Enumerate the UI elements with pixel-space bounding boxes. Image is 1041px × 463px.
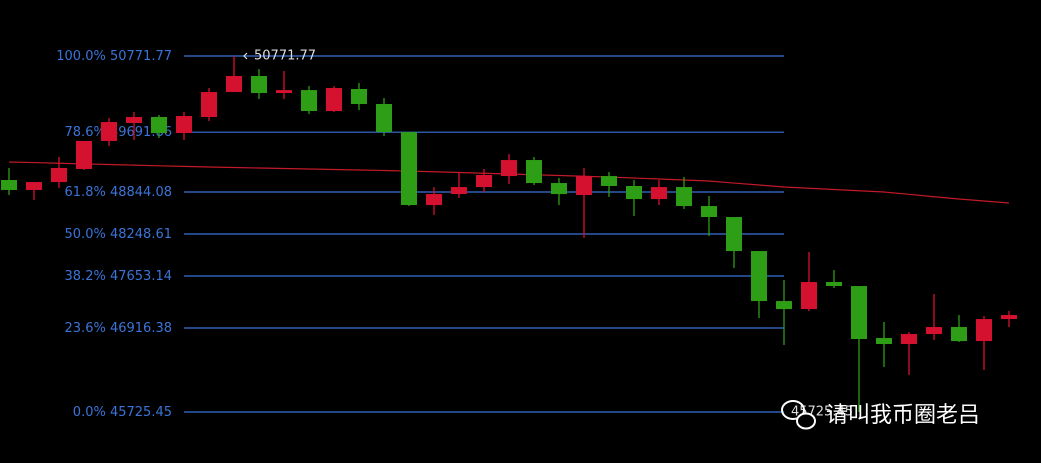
candle-body bbox=[801, 282, 817, 310]
fib-percent: 100.0% bbox=[56, 49, 106, 64]
candle-body bbox=[326, 88, 342, 112]
fib-percent: 38.2% bbox=[65, 269, 106, 284]
candle-body bbox=[1001, 315, 1017, 320]
fib-percent: 0.0% bbox=[73, 405, 106, 420]
candle-body bbox=[826, 282, 842, 287]
candle-body bbox=[176, 116, 192, 134]
candle-body bbox=[101, 122, 117, 141]
candle-body bbox=[526, 160, 542, 184]
candle-body bbox=[401, 132, 417, 206]
candle-body bbox=[601, 176, 617, 187]
candle-layer bbox=[1, 56, 1017, 412]
fib-percent: 50.0% bbox=[65, 227, 106, 242]
fib-label: 38.2% 47653.14 bbox=[65, 269, 172, 284]
candle-body bbox=[1, 180, 17, 191]
high-marker-label: 50771.77 bbox=[254, 49, 316, 64]
candle-body bbox=[376, 104, 392, 133]
candle-body bbox=[901, 334, 917, 345]
candle-body bbox=[26, 182, 42, 191]
fib-label: 0.0% 45725.45 bbox=[73, 405, 172, 420]
candle-body bbox=[751, 251, 767, 302]
candle-body bbox=[301, 90, 317, 112]
candle-body bbox=[951, 327, 967, 342]
wechat-icon bbox=[781, 400, 805, 420]
fib-price: 50771.77 bbox=[110, 49, 172, 64]
candle-body bbox=[276, 90, 292, 94]
candle-body bbox=[851, 286, 867, 340]
candle-body bbox=[76, 140, 92, 169]
marker-arrow bbox=[243, 52, 248, 60]
candle-body bbox=[451, 187, 467, 195]
fib-price: 48844.08 bbox=[110, 184, 172, 199]
candle-body bbox=[976, 319, 992, 342]
candle-body bbox=[701, 206, 717, 218]
candle-body bbox=[626, 186, 642, 200]
candle-body bbox=[776, 301, 792, 310]
candle-body bbox=[51, 168, 67, 183]
candle-body bbox=[926, 327, 942, 335]
candle-body bbox=[726, 217, 742, 252]
fib-label: 100.0% 50771.77 bbox=[56, 49, 172, 64]
fib-percent: 23.6% bbox=[65, 320, 106, 335]
fib-price: 46916.38 bbox=[110, 320, 172, 335]
fib-percent: 61.8% bbox=[65, 184, 106, 199]
watermark: 请叫我币圈老吕 bbox=[781, 400, 980, 430]
candle-body bbox=[876, 338, 892, 345]
candle-body bbox=[501, 160, 517, 177]
fib-label: 50.0% 48248.61 bbox=[65, 227, 172, 242]
candle-body bbox=[251, 76, 267, 94]
candle-body bbox=[476, 174, 492, 188]
candle-body bbox=[576, 176, 592, 196]
wechat-icon bbox=[796, 412, 816, 430]
fib-price: 45725.45 bbox=[110, 405, 172, 420]
candle-body bbox=[201, 92, 217, 118]
candle-body bbox=[426, 194, 442, 206]
fib-price: 48248.61 bbox=[110, 227, 172, 242]
candle-body bbox=[551, 183, 567, 195]
fib-label: 61.8% 48844.08 bbox=[65, 184, 172, 199]
fib-price: 47653.14 bbox=[110, 269, 172, 284]
watermark-text: 请叫我币圈老吕 bbox=[826, 403, 980, 428]
candle-body bbox=[651, 187, 667, 200]
candle-body bbox=[676, 187, 692, 207]
fib-percent: 78.6% bbox=[65, 125, 106, 140]
fib-label: 23.6% 46916.38 bbox=[65, 320, 172, 335]
candle-body bbox=[351, 88, 367, 105]
candle-body bbox=[126, 117, 142, 124]
candle-body bbox=[226, 76, 242, 93]
candle-body bbox=[151, 117, 167, 134]
